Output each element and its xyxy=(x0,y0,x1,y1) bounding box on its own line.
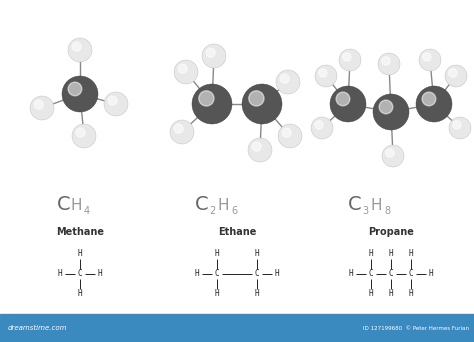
Text: 8: 8 xyxy=(384,206,390,216)
Text: C: C xyxy=(348,196,362,214)
Circle shape xyxy=(248,138,272,162)
Text: H: H xyxy=(369,250,374,259)
Text: H: H xyxy=(215,250,219,259)
Circle shape xyxy=(386,149,394,157)
Circle shape xyxy=(276,70,300,94)
Circle shape xyxy=(449,69,457,77)
Circle shape xyxy=(339,49,361,71)
Circle shape xyxy=(280,74,289,83)
Text: 4: 4 xyxy=(84,206,90,216)
Text: H: H xyxy=(195,269,199,278)
Text: H: H xyxy=(349,269,353,278)
Text: H: H xyxy=(369,289,374,299)
Circle shape xyxy=(373,94,409,130)
Circle shape xyxy=(453,121,461,129)
Circle shape xyxy=(30,96,54,120)
Circle shape xyxy=(330,86,366,122)
Text: C: C xyxy=(195,196,209,214)
Circle shape xyxy=(382,57,390,65)
Text: C: C xyxy=(369,269,374,278)
Circle shape xyxy=(68,38,92,62)
Circle shape xyxy=(382,145,404,167)
Circle shape xyxy=(445,65,467,87)
Circle shape xyxy=(174,60,198,84)
Text: H: H xyxy=(58,269,62,278)
Text: H: H xyxy=(275,269,279,278)
Circle shape xyxy=(72,42,81,51)
Circle shape xyxy=(343,53,351,61)
Circle shape xyxy=(315,65,337,87)
Text: C: C xyxy=(409,269,413,278)
Text: Methane: Methane xyxy=(56,227,104,237)
Circle shape xyxy=(378,53,400,75)
Bar xyxy=(0,314,474,342)
Circle shape xyxy=(422,92,436,106)
Text: H: H xyxy=(98,269,102,278)
Circle shape xyxy=(170,120,194,144)
Circle shape xyxy=(311,117,333,139)
Text: H: H xyxy=(215,289,219,299)
Circle shape xyxy=(34,100,43,109)
Circle shape xyxy=(319,69,327,77)
Text: ID 127199680  © Peter Hermes Furian: ID 127199680 © Peter Hermes Furian xyxy=(363,326,469,330)
Text: C: C xyxy=(389,269,393,278)
Circle shape xyxy=(68,82,82,96)
Circle shape xyxy=(423,53,431,61)
Text: Propane: Propane xyxy=(368,227,414,237)
Text: H: H xyxy=(389,289,393,299)
Circle shape xyxy=(278,124,302,148)
Circle shape xyxy=(252,142,261,151)
Text: H: H xyxy=(255,250,259,259)
Text: 3: 3 xyxy=(362,206,368,216)
Circle shape xyxy=(249,91,264,106)
Circle shape xyxy=(242,84,282,124)
Circle shape xyxy=(419,49,441,71)
Text: H: H xyxy=(428,269,433,278)
Circle shape xyxy=(416,86,452,122)
Text: H: H xyxy=(78,289,82,299)
Circle shape xyxy=(72,124,96,148)
Circle shape xyxy=(449,117,471,139)
Text: 6: 6 xyxy=(231,206,237,216)
Circle shape xyxy=(76,128,85,137)
Text: H: H xyxy=(78,250,82,259)
Circle shape xyxy=(202,44,226,68)
Text: dreamstime.com: dreamstime.com xyxy=(8,325,67,331)
Text: H: H xyxy=(389,250,393,259)
Text: C: C xyxy=(215,269,219,278)
Circle shape xyxy=(315,121,323,129)
Circle shape xyxy=(178,64,187,73)
Text: H: H xyxy=(71,197,82,212)
Text: H: H xyxy=(255,289,259,299)
Text: H: H xyxy=(409,289,413,299)
Text: C: C xyxy=(78,269,82,278)
Circle shape xyxy=(108,96,117,105)
Circle shape xyxy=(379,100,393,114)
Text: C: C xyxy=(255,269,259,278)
Circle shape xyxy=(192,84,232,124)
Text: 2: 2 xyxy=(209,206,215,216)
Text: Ethane: Ethane xyxy=(218,227,256,237)
Circle shape xyxy=(62,76,98,112)
Text: H: H xyxy=(371,197,383,212)
Text: H: H xyxy=(409,250,413,259)
Circle shape xyxy=(282,128,291,137)
Text: C: C xyxy=(57,196,71,214)
Circle shape xyxy=(336,92,350,106)
Circle shape xyxy=(104,92,128,116)
Circle shape xyxy=(206,48,215,57)
Circle shape xyxy=(199,91,214,106)
Circle shape xyxy=(174,124,183,133)
Text: H: H xyxy=(218,197,229,212)
